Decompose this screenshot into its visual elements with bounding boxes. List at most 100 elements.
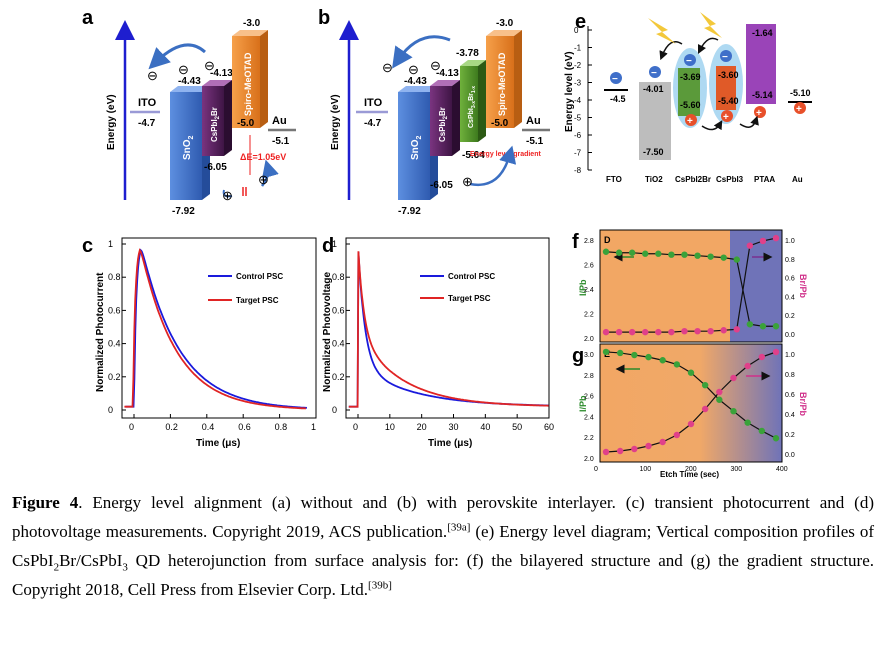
c-xtick: 0.4 bbox=[202, 422, 215, 432]
panel-letter-b: b bbox=[318, 7, 330, 29]
cspbi2br-top-b: -4.13 bbox=[436, 68, 459, 79]
svg-text:−: − bbox=[686, 56, 692, 67]
point-br-pb bbox=[758, 353, 766, 361]
cspbi2br-label-b: CsPbI2Br bbox=[438, 107, 449, 142]
e-ytick: -8 bbox=[574, 166, 582, 175]
panel-letter-f: f bbox=[572, 231, 579, 253]
electron-b2: ⊖ bbox=[408, 62, 419, 77]
d-xtick: 20 bbox=[417, 422, 427, 432]
point-i-pb bbox=[701, 382, 709, 389]
e-ytick: -1 bbox=[574, 44, 582, 53]
point-br-pb bbox=[744, 362, 751, 370]
e-ytick: -5 bbox=[574, 114, 582, 123]
series-control-psc-c bbox=[125, 248, 307, 409]
legend-target-c: Target PSC bbox=[236, 296, 279, 305]
legend-target-d: Target PSC bbox=[448, 294, 491, 303]
sno2-bottom-b: -7.92 bbox=[398, 206, 421, 217]
panel-d-xlabel: Time (μs) bbox=[428, 438, 472, 449]
spiro-bar-a bbox=[232, 36, 260, 128]
spiro-bottom-b: -5.0 bbox=[491, 118, 509, 129]
d-xtick: 30 bbox=[449, 422, 459, 432]
panel-letter-c: c bbox=[82, 235, 93, 257]
gradient-label-b: Energy level gradient bbox=[470, 151, 541, 158]
panel-b: b Energy (eV) ITO -4.7 SnO2 -4.43 -7.92 … bbox=[318, 7, 550, 217]
c-ytick: 0.2 bbox=[108, 372, 121, 382]
c-ytick: 0.6 bbox=[108, 305, 121, 315]
point-i-pb bbox=[694, 252, 701, 259]
cspbi2br-bar-b bbox=[430, 86, 452, 156]
d-xtick: 60 bbox=[544, 422, 554, 432]
e-xlabel: FTO bbox=[606, 175, 622, 184]
ytick-left: 2.8 bbox=[584, 373, 594, 380]
panel-letter-a: a bbox=[82, 7, 94, 29]
spiro-top-b: -3.0 bbox=[496, 18, 514, 29]
legend-control-d: Control PSC bbox=[448, 272, 495, 281]
ytick-right: 0.8 bbox=[785, 257, 795, 264]
point-i-pb bbox=[746, 321, 754, 328]
plot-d-frame bbox=[345, 237, 550, 419]
panel-letter-d: d bbox=[322, 235, 334, 257]
point-br-pb bbox=[687, 420, 695, 428]
svg-text:+: + bbox=[723, 112, 729, 123]
sno2-bottom-a: -7.92 bbox=[172, 206, 195, 217]
panel-e: e Energy level (eV) 0-1-2-3-4-5-6-7-8 − … bbox=[564, 11, 812, 184]
ytick-left: 2.6 bbox=[584, 394, 594, 401]
ytick-left: 2.2 bbox=[584, 435, 594, 442]
point-i-pb bbox=[645, 353, 652, 361]
au-value-a: -5.1 bbox=[272, 136, 290, 147]
spiro-bar-b bbox=[486, 36, 514, 128]
caption-part-2: (e) Energy level diagram; Vertical compo… bbox=[12, 522, 874, 570]
panel-c-xlabel: Time (μs) bbox=[196, 438, 240, 449]
caption-part-4: QD heterojunction from surface analysis … bbox=[12, 551, 874, 599]
ytick-left: 2.6 bbox=[584, 263, 594, 270]
ytick-right: 0.0 bbox=[785, 332, 795, 339]
ytick-left: 2.4 bbox=[584, 414, 594, 421]
svg-text:+: + bbox=[687, 116, 693, 127]
electron-b1: ⊖ bbox=[382, 60, 393, 75]
point-i-pb bbox=[642, 250, 649, 257]
panel-c: c Normalized Photocurrent Time (μs) 0 0.2… bbox=[82, 235, 317, 449]
point-br-pb bbox=[645, 442, 652, 450]
point-br-pb bbox=[659, 438, 666, 446]
panel-f: f D I/Pb Br/Pb 2.0 2.2 2.4 2.6 2.8 0.0 0.2 0.4 0… bbox=[572, 229, 808, 343]
e-xlabel: PTAA bbox=[754, 175, 775, 184]
ytick-left: 2.4 bbox=[584, 287, 594, 294]
panel-g: g E I/Pb Br/Pb Etch Time (sec) 2.02.22.4… bbox=[572, 343, 808, 479]
c-xtick: 0.8 bbox=[275, 422, 288, 432]
point-i-pb bbox=[758, 427, 766, 435]
svg-text:−: − bbox=[612, 74, 618, 85]
ytick-left: 3.0 bbox=[584, 352, 594, 359]
point-br-pb bbox=[716, 388, 723, 396]
panel-b-ylabel: Energy (eV) bbox=[330, 94, 341, 150]
e-xlabel: Au bbox=[792, 175, 803, 184]
panel-g-ylabel-right: Br/Pb bbox=[798, 392, 808, 417]
cspbi2br-label-a: CsPbI2Br bbox=[210, 107, 221, 142]
point-br-pb bbox=[673, 431, 681, 439]
e-i3-bottom: -5.40 bbox=[718, 96, 739, 106]
point-i-pb bbox=[616, 349, 624, 357]
e-xlabel: CsPbI2Br bbox=[675, 175, 711, 184]
ytick-right: 0.8 bbox=[785, 372, 795, 379]
c-ytick: 0 bbox=[108, 405, 113, 415]
e-ytick: -6 bbox=[574, 131, 582, 140]
panel-d-ylabel: Normalized Photovoltage bbox=[322, 272, 333, 392]
e-i3-top: -3.60 bbox=[718, 70, 739, 80]
svg-text:−: − bbox=[651, 68, 657, 79]
e-ytick: -3 bbox=[574, 79, 582, 88]
point-i-pb bbox=[730, 408, 737, 415]
panel-a: a Energy (eV) ITO -4.7 SnO2 -4.43 -7.92 … bbox=[82, 7, 296, 217]
point-br-pb bbox=[615, 328, 623, 336]
spiro-label-b: Spiro-MeOTAD bbox=[497, 52, 507, 116]
point-br-pb bbox=[701, 405, 709, 413]
point-i-pb bbox=[668, 251, 675, 258]
point-br-pb bbox=[694, 327, 701, 335]
e-fto-value: -4.5 bbox=[610, 94, 626, 104]
plot-g-frame bbox=[599, 343, 783, 463]
spiro-bottom-a: -5.0 bbox=[237, 118, 255, 129]
point-br-pb bbox=[707, 327, 714, 335]
sno2-bar-a bbox=[170, 92, 202, 200]
sno2-label-b: SnO2 bbox=[410, 135, 423, 160]
ytick-right: 0.4 bbox=[785, 294, 795, 301]
point-br-pb bbox=[668, 328, 675, 336]
